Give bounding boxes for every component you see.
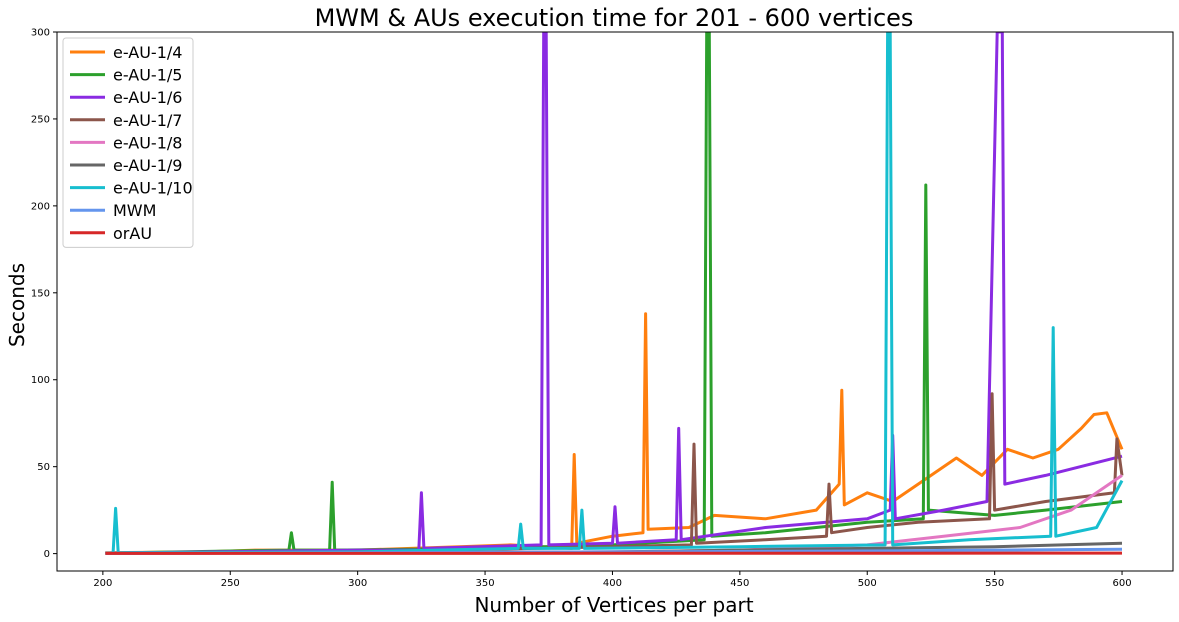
- x-tick-label-2: 300: [348, 578, 367, 589]
- y-tick-label-3: 150: [31, 288, 50, 299]
- x-tick-label-0: 200: [93, 578, 112, 589]
- legend-label-2: e-AU-1/6: [113, 88, 182, 107]
- legend-label-7: MWM: [113, 201, 156, 220]
- x-tick-label-3: 350: [476, 578, 495, 589]
- x-axis-label: Number of Vertices per part: [474, 593, 753, 617]
- series-line-2: [105, 32, 1123, 555]
- x-tick-label-7: 550: [985, 578, 1004, 589]
- legend-label-1: e-AU-1/5: [113, 66, 182, 85]
- y-tick-label-0: 0: [44, 549, 50, 560]
- legend-label-6: e-AU-1/10: [113, 179, 193, 198]
- y-tick-label-5: 250: [31, 114, 50, 125]
- series-line-6: [105, 32, 1124, 555]
- x-tick-label-6: 500: [858, 578, 877, 589]
- x-tick-label-8: 600: [1112, 578, 1131, 589]
- legend-box: [62, 37, 194, 248]
- x-axis-ticks: 200 250 300 350 400 450 500 550 600: [93, 571, 1132, 589]
- legend: e-AU-1/4 e-AU-1/5 e-AU-1/6 e-AU-1/7 e-AU-1/8…: [62, 37, 194, 248]
- y-tick-label-4: 200: [31, 201, 50, 212]
- legend-label-3: e-AU-1/7: [113, 111, 182, 130]
- y-tick-label-1: 50: [37, 462, 50, 473]
- y-tick-label-6: 300: [31, 28, 50, 39]
- chart-title: MWM & AUs execution time for 201 - 600 v…: [315, 4, 914, 32]
- x-tick-label-5: 450: [730, 578, 749, 589]
- series-line-1: [105, 32, 1123, 555]
- y-axis-label: Seconds: [5, 263, 29, 347]
- legend-label-4: e-AU-1/8: [113, 133, 182, 152]
- series-line-3: [105, 392, 1124, 555]
- y-tick-label-2: 100: [31, 375, 50, 386]
- x-tick-label-4: 400: [603, 578, 622, 589]
- legend-label-0: e-AU-1/4: [113, 43, 182, 62]
- legend-label-8: orAU: [113, 224, 152, 243]
- y-axis-ticks: 0 50 100 150 200 250 300: [31, 28, 57, 560]
- plot-lines: [105, 32, 1124, 555]
- x-tick-label-1: 250: [221, 578, 240, 589]
- legend-label-5: e-AU-1/9: [113, 156, 182, 175]
- plot-frame: [56, 31, 1174, 572]
